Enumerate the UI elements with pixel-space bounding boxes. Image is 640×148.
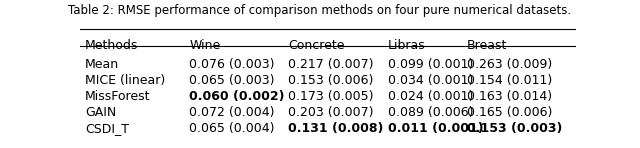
Text: 0.065 (0.004): 0.065 (0.004) [189, 122, 275, 135]
Text: 0.263 (0.009): 0.263 (0.009) [467, 58, 552, 71]
Text: 0.153 (0.006): 0.153 (0.006) [288, 74, 374, 87]
Text: 0.165 (0.006): 0.165 (0.006) [467, 106, 552, 119]
Text: Methods: Methods [85, 39, 138, 52]
Text: CSDI_T: CSDI_T [85, 122, 129, 135]
Text: MICE (linear): MICE (linear) [85, 74, 165, 87]
Text: 0.060 (0.002): 0.060 (0.002) [189, 90, 285, 103]
Text: Breast: Breast [467, 39, 508, 52]
Text: Table 2: RMSE performance of comparison methods on four pure numerical datasets.: Table 2: RMSE performance of comparison … [68, 4, 572, 17]
Text: 0.163 (0.014): 0.163 (0.014) [467, 90, 552, 103]
Text: Libras: Libras [388, 39, 425, 52]
Text: MissForest: MissForest [85, 90, 150, 103]
Text: 0.011 (0.001): 0.011 (0.001) [388, 122, 483, 135]
Text: 0.217 (0.007): 0.217 (0.007) [288, 58, 374, 71]
Text: 0.076 (0.003): 0.076 (0.003) [189, 58, 275, 71]
Text: 0.099 (0.001): 0.099 (0.001) [388, 58, 473, 71]
Text: Mean: Mean [85, 58, 119, 71]
Text: 0.203 (0.007): 0.203 (0.007) [288, 106, 374, 119]
Text: Wine: Wine [189, 39, 220, 52]
Text: 0.072 (0.004): 0.072 (0.004) [189, 106, 275, 119]
Text: 0.153 (0.003): 0.153 (0.003) [467, 122, 563, 135]
Text: Concrete: Concrete [288, 39, 345, 52]
Text: GAIN: GAIN [85, 106, 116, 119]
Text: 0.065 (0.003): 0.065 (0.003) [189, 74, 275, 87]
Text: 0.034 (0.001): 0.034 (0.001) [388, 74, 473, 87]
Text: 0.024 (0.001): 0.024 (0.001) [388, 90, 473, 103]
Text: 0.131 (0.008): 0.131 (0.008) [288, 122, 384, 135]
Text: 0.089 (0.006): 0.089 (0.006) [388, 106, 473, 119]
Text: 0.173 (0.005): 0.173 (0.005) [288, 90, 374, 103]
Text: 0.154 (0.011): 0.154 (0.011) [467, 74, 552, 87]
